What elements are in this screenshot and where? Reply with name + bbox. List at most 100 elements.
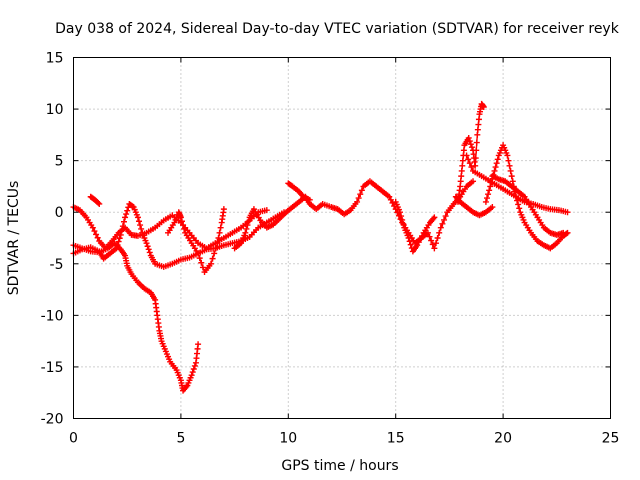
data-point (467, 141, 474, 148)
axis-ticks: 0 5 10 15 20 25 -20 -15 -10 -5 0 5 10 15 (41, 51, 620, 447)
data-point (507, 167, 514, 174)
data-point (458, 173, 465, 180)
data-point (117, 231, 124, 238)
data-point (457, 183, 464, 190)
data-point (95, 199, 102, 206)
data-point (480, 104, 487, 111)
data-point (245, 218, 252, 225)
data-point (442, 213, 449, 220)
data-point (129, 203, 136, 210)
data-point (474, 126, 481, 133)
x-tick-label: 15 (387, 431, 405, 447)
series-prn-g (285, 180, 313, 203)
data-point (188, 372, 195, 379)
data-point (465, 134, 472, 141)
data-point (115, 238, 122, 245)
data-point (123, 211, 130, 218)
data-point (431, 245, 438, 252)
data-point (468, 164, 475, 171)
data-point (428, 237, 435, 244)
x-tick-label: 20 (494, 431, 512, 447)
data-point (118, 227, 125, 234)
y-tick-label: 15 (46, 51, 64, 67)
data-point (263, 207, 270, 214)
y-axis-label: SDTVAR / TECUs (6, 181, 22, 296)
x-tick-label: 5 (176, 431, 185, 447)
data-point (215, 235, 222, 241)
data-point (472, 162, 479, 169)
data-point (492, 164, 499, 171)
data-point (506, 162, 513, 169)
data-point (136, 218, 143, 225)
data-point (399, 216, 406, 223)
y-tick-label: -20 (41, 412, 64, 428)
data-point (113, 245, 120, 252)
data-point (134, 214, 141, 221)
data-point (512, 193, 519, 200)
y-tick-label: -5 (50, 257, 64, 273)
data-point (564, 209, 571, 216)
data-point (437, 224, 444, 231)
data-point (405, 235, 412, 241)
data-point (560, 229, 567, 236)
data-point (358, 187, 365, 194)
data-point (143, 240, 150, 247)
data-point (430, 215, 437, 222)
data-point (466, 160, 473, 167)
chart-title: Day 038 of 2024, Sidereal Day-to-day VTE… (55, 21, 620, 37)
data-point (486, 187, 493, 194)
data-point (138, 225, 145, 232)
data-point (146, 249, 153, 256)
data-point (190, 365, 197, 372)
y-tick-label: 10 (46, 102, 64, 118)
data-point (137, 222, 144, 229)
series-trace (465, 155, 568, 213)
data-point (400, 220, 407, 227)
data-point (468, 144, 475, 151)
data-point (465, 156, 472, 163)
y-tick-label: 0 (55, 205, 64, 221)
data-point (473, 139, 480, 146)
data-point (181, 225, 188, 232)
data-point (470, 178, 477, 185)
data-point (494, 156, 501, 163)
series-layer (70, 100, 571, 394)
data-point (114, 241, 121, 248)
data-point (515, 201, 522, 208)
data-point (508, 173, 515, 180)
data-point (183, 383, 190, 390)
data-point (242, 229, 249, 236)
series-trace (457, 103, 485, 202)
data-point (482, 198, 489, 205)
series-prn-d (87, 193, 103, 207)
data-point (414, 242, 421, 249)
data-point (211, 250, 218, 257)
data-point (509, 178, 516, 185)
grid (73, 57, 611, 419)
data-point (459, 162, 466, 169)
plot-frame (73, 57, 611, 419)
data-point (458, 167, 465, 174)
series-prn-b (70, 240, 202, 394)
data-point (419, 232, 426, 239)
data-point (198, 259, 205, 266)
data-point (96, 200, 103, 207)
series-trace (73, 242, 199, 392)
data-point (491, 167, 498, 174)
data-point (122, 214, 129, 221)
series-prn-i (454, 100, 487, 205)
data-point (389, 199, 396, 206)
series-prn-f (231, 178, 477, 252)
data-point (386, 193, 393, 200)
data-point (441, 216, 448, 223)
data-point (483, 195, 490, 202)
data-point (429, 241, 436, 248)
data-point (124, 207, 131, 214)
data-point (487, 183, 494, 190)
data-point (436, 229, 443, 236)
x-tick-label: 25 (602, 431, 620, 447)
series-prn-j (463, 152, 571, 216)
x-tick-label: 0 (69, 431, 78, 447)
data-point (189, 369, 196, 376)
